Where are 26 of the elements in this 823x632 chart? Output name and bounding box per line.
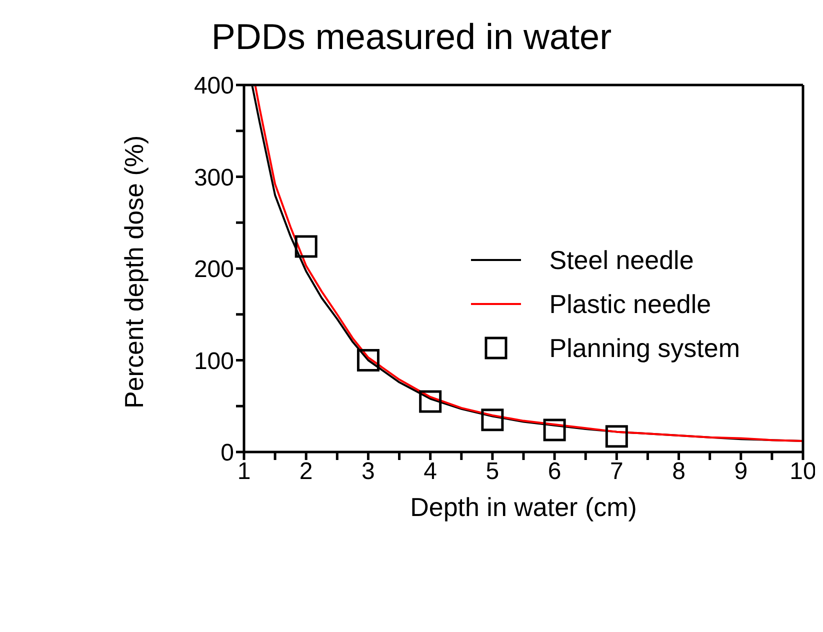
y-axis-title: Percent depth dose (%): [119, 135, 150, 408]
x-tick-label: 5: [486, 458, 500, 486]
point: [419, 390, 442, 413]
chart-title: PDDs measured in water: [210, 16, 613, 58]
x-tick-label: 2: [299, 458, 313, 486]
legend-label: Plastic needle: [549, 288, 712, 320]
x-tick-label: 3: [362, 458, 375, 486]
legend-label: Planning system: [549, 332, 740, 364]
x-axis-title: Depth in water (cm): [410, 492, 637, 522]
point: [294, 235, 318, 258]
point: [481, 408, 504, 432]
x-tick-label: 1: [237, 458, 251, 486]
point: [356, 349, 380, 372]
legend-label: Steel needle: [549, 244, 694, 276]
x-tick-label: 4: [424, 458, 438, 486]
x-tick-label: 8: [672, 458, 686, 486]
x-tick-label: 9: [734, 458, 748, 486]
y-tick-label: 300: [194, 164, 234, 192]
y-tick-label: 200: [194, 256, 234, 284]
y-tick-label: 400: [194, 72, 234, 100]
y-tick-label: 0: [220, 440, 234, 467]
x-tick-label: 7: [610, 458, 624, 486]
y-tick-label: 100: [194, 348, 234, 375]
point: [605, 425, 628, 448]
x-tick-label: 6: [548, 458, 562, 486]
point: [543, 418, 566, 442]
